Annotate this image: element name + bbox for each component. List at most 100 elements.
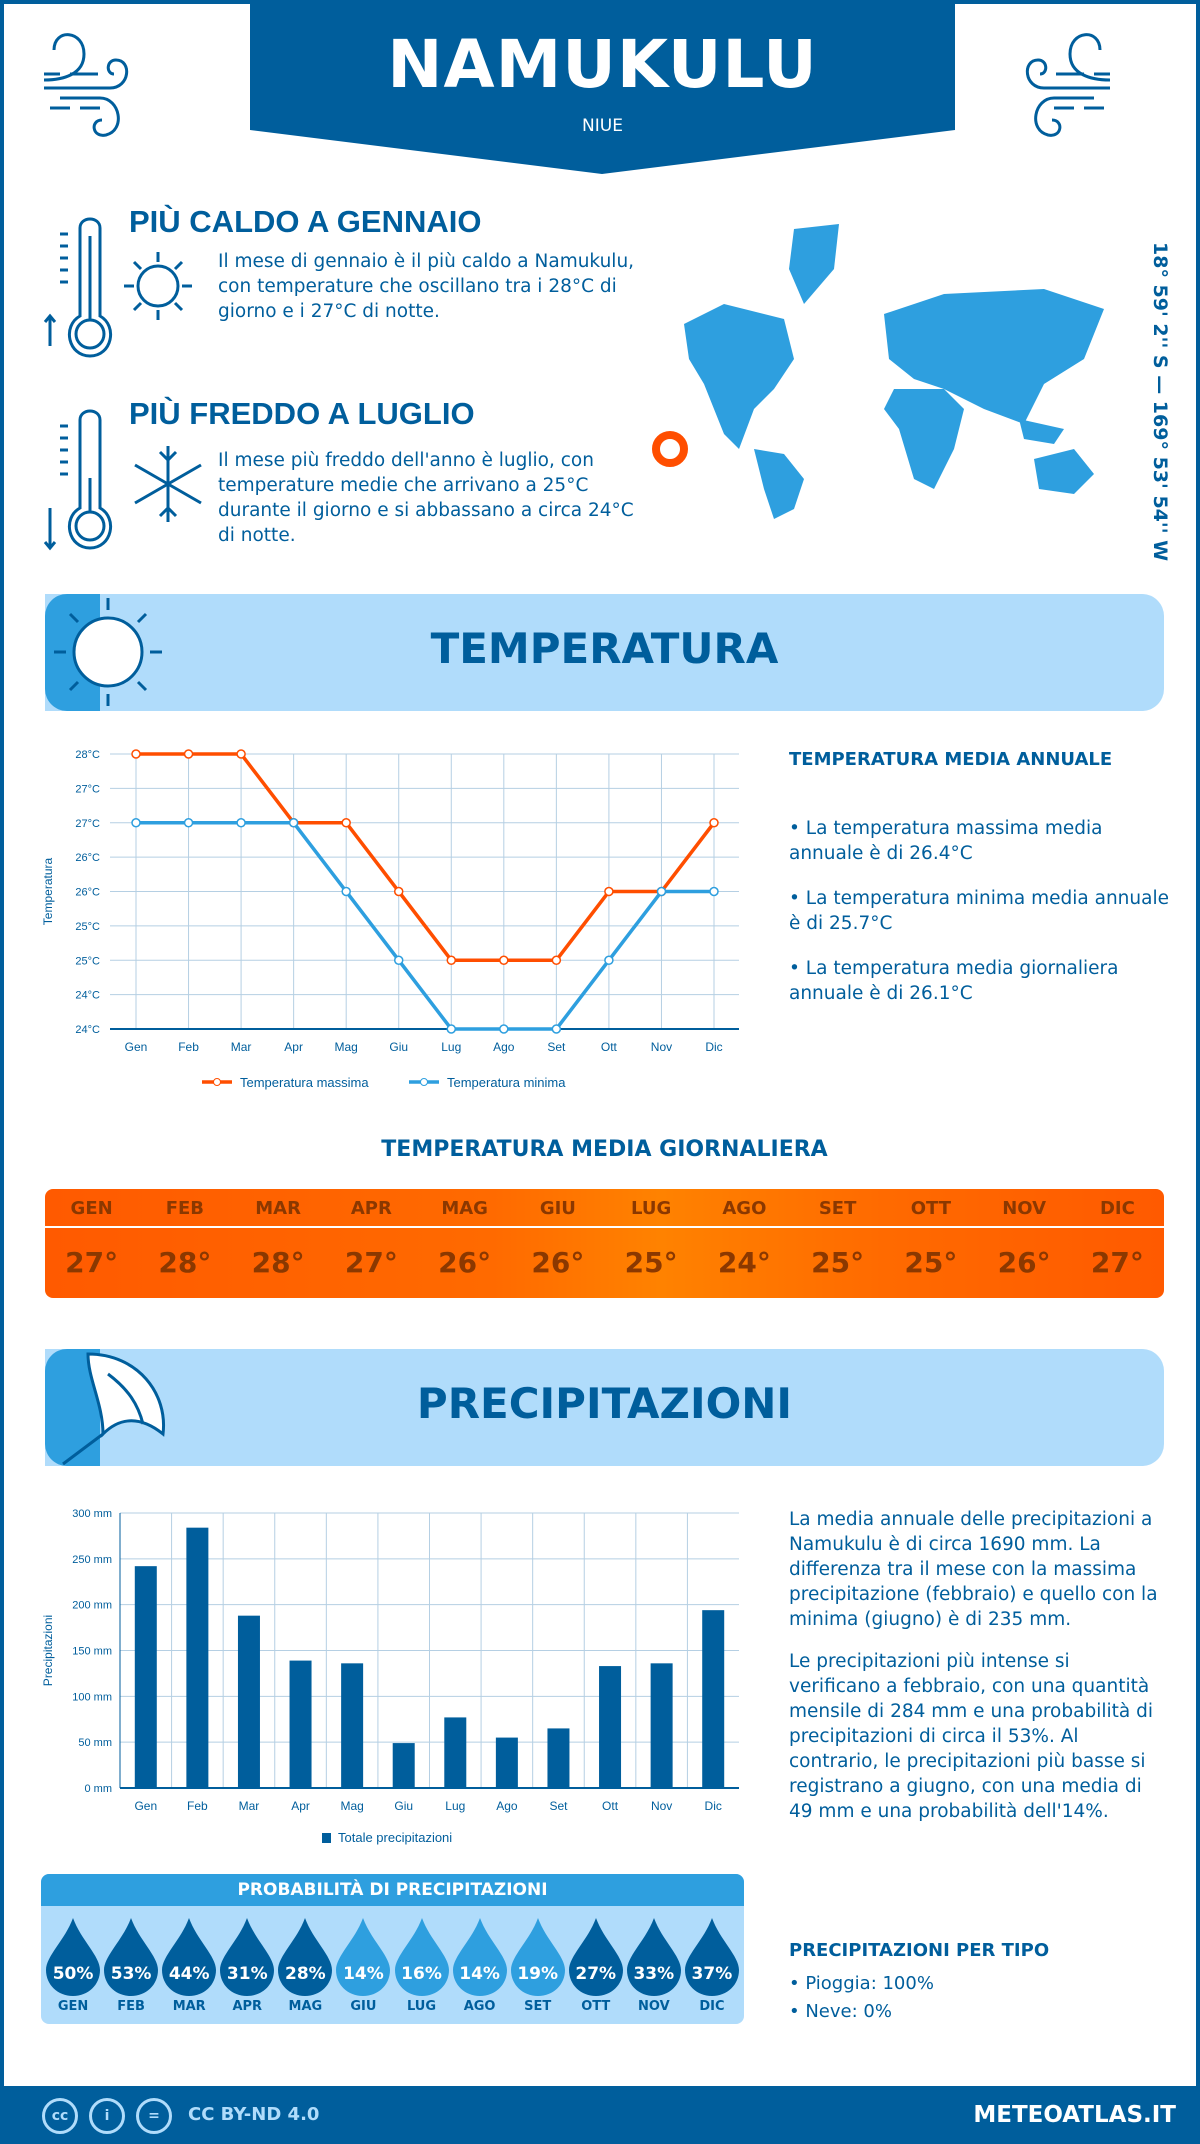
month-label: LUG [406,1999,437,2014]
probability-value: 14% [343,1964,384,1984]
annual-max-bullet: • La temperatura massima media annuale è… [789,818,1103,864]
bar [444,1717,467,1788]
y-tick-label: 27°C [75,783,100,795]
daily-temp-cell: LUG 25° [604,1189,698,1298]
location-marker-icon [652,431,688,467]
bar [599,1666,622,1788]
series-line [136,752,716,962]
data-point [656,886,667,897]
month-label: AGO [463,1999,496,2014]
x-tick-label: Mar [239,1799,260,1813]
data-point [236,818,246,828]
data-point [131,749,141,759]
license-link[interactable]: CC BY-ND 4.0 [188,2104,320,2125]
temperature-banner [45,594,1164,711]
y-tick-label: 0 mm [85,1783,113,1795]
temp-value: 27° [1090,1246,1144,1279]
y-tick-label: 150 mm [72,1646,112,1658]
probability-value: 14% [459,1964,500,1984]
month-label: APR [324,1189,418,1228]
y-tick-label: 26°C [75,887,100,899]
daily-temp-table: GEN 27° FEB 28° MAR 28° APR 27° MAG 26° GIU 26° LUG 2… [45,1189,1164,1298]
page-subtitle: NIUE [582,116,623,136]
probability-value: 37% [691,1964,733,1984]
precipitation-banner [45,1349,1164,1466]
probability-drop: 50% GEN [44,1906,102,2024]
cold-text: Il mese più freddo dell'anno è luglio, c… [218,450,634,546]
temp-value: 25° [811,1246,865,1279]
probability-drop: 53% FEB [102,1906,160,2024]
data-point [236,749,246,759]
probability-value: 33% [633,1964,675,1984]
x-tick-label: Nov [651,1040,672,1054]
temp-value: 24° [717,1246,771,1279]
daily-temp-cell: MAG 26° [418,1189,512,1298]
data-point [709,886,719,897]
x-tick-label: Apr [284,1040,303,1054]
month-label: FEB [117,1999,145,2014]
temp-value: 27° [344,1246,398,1279]
legend-swatch [322,1833,331,1843]
world-map [684,224,1104,519]
x-tick-label: Mag [335,1040,358,1054]
month-label: GEN [57,1999,89,2014]
raindrop-icon [278,1918,333,1996]
thermometer-cold-icon [43,409,202,551]
brand-link[interactable]: METEOATLAS.IT [973,2102,1176,2128]
probability-value: 53% [110,1964,152,1984]
no-derivatives-icon[interactable]: = [136,2098,172,2134]
raindrop-icon [220,1918,275,1996]
legend-marker [213,1078,221,1086]
daily-temp-cell: GEN 27° [45,1189,139,1298]
month-label: DIC [699,1999,725,2014]
probability-value: 28% [285,1964,326,1984]
bar [702,1610,725,1788]
temp-value: 28° [251,1246,305,1279]
precip-type-title: PRECIPITAZIONI PER TIPO [789,1940,1050,1961]
month-label: MAR [172,1999,206,2014]
probability-value: 44% [168,1964,210,1984]
bar [237,1615,260,1788]
y-tick-label: 24°C [75,990,100,1002]
bar [134,1566,157,1788]
y-tick-label: 27°C [75,818,100,830]
probability-drop: 16% LUG [392,1906,450,2024]
probability-value: 50% [52,1964,94,1984]
probability-drop: 37% DIC [683,1906,741,2024]
y-axis-label: Temperatura [41,857,55,925]
bar [650,1663,673,1788]
month-label: MAG [288,1999,323,2014]
y-tick-label: 28°C [75,749,100,761]
data-point [499,955,509,965]
hot-title: PIÙ CALDO A GENNAIO [129,204,482,239]
data-point [551,955,562,965]
x-tick-label: Feb [187,1799,208,1813]
probability-value: 31% [226,1964,268,1984]
x-tick-label: Giu [389,1040,408,1054]
daily-temp-cell: MAR 28° [231,1189,325,1298]
temp-value: 25° [624,1246,678,1279]
raindrop-icon [46,1918,101,1996]
month-label: MAR [231,1189,325,1228]
data-point [709,818,719,828]
probability-value: 27% [575,1964,617,1984]
month-label: LUG [604,1189,698,1228]
attribution-icon[interactable]: i [89,2098,125,2134]
raindrop-icon [452,1918,507,1996]
bar [392,1743,415,1788]
x-tick-label: Gen [125,1040,148,1054]
daily-temp-title: TEMPERATURA MEDIA GIORNALIERA [381,1137,828,1162]
data-point [288,818,299,828]
data-point [393,886,404,897]
raindrop-icon [104,1918,159,1996]
bar [547,1728,570,1788]
hot-text: Il mese di gennaio è il più caldo a Namu… [218,251,635,322]
cc-icon[interactable]: cc [42,2098,78,2134]
sun-icon [54,598,162,706]
data-point [393,955,404,965]
bar [289,1660,312,1788]
x-tick-label: Set [549,1799,568,1813]
precip-paragraph-1: La media annuale delle precipitazioni a … [789,1509,1158,1630]
y-tick-label: 300 mm [72,1508,112,1520]
bar [495,1737,518,1788]
